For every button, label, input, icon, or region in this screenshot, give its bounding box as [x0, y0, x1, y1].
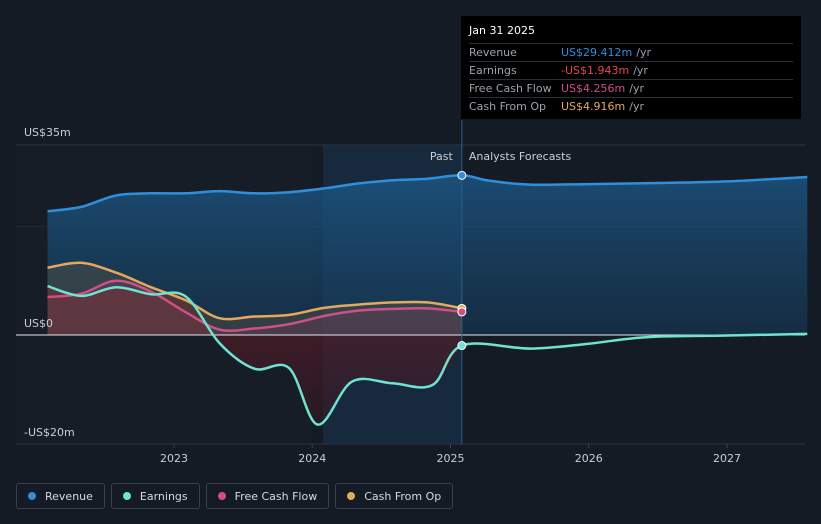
- tooltip-row-earnings: Earnings -US$1.943m /yr: [469, 61, 793, 79]
- y-label-zero: US$0: [24, 317, 53, 330]
- x-tick-label: 2023: [160, 452, 188, 465]
- tooltip-unit: /yr: [636, 46, 651, 59]
- tooltip-label: Cash From Op: [469, 100, 547, 113]
- tooltip-value: -US$1.943m: [561, 64, 630, 77]
- tooltip-date: Jan 31 2025: [469, 24, 535, 37]
- x-tick-label: 2026: [575, 452, 603, 465]
- free-cash-flow-marker: [457, 307, 467, 317]
- legend-swatch: [347, 492, 356, 500]
- x-tick-label: 2025: [437, 452, 465, 465]
- legend-label: Earnings: [139, 489, 188, 503]
- tooltip-value: US$29.412m: [561, 46, 633, 59]
- data-tooltip: Jan 31 2025 Revenue US$29.412m /yr Earni…: [461, 16, 801, 119]
- y-label-bottom: -US$20m: [24, 426, 75, 439]
- legend-item-cash-from-op[interactable]: Cash From Op: [335, 483, 454, 509]
- tooltip-label: Free Cash Flow: [469, 82, 552, 95]
- past-label: Past: [430, 150, 454, 163]
- tooltip-label: Revenue: [469, 46, 517, 59]
- x-tick-label: 2027: [713, 452, 741, 465]
- tooltip-value: US$4.256m: [561, 82, 626, 95]
- cash-from-op-line: [47, 261, 463, 321]
- legend-swatch: [28, 492, 36, 500]
- cash-from-op-area: [47, 262, 462, 335]
- legend-item-free-cash-flow[interactable]: Free Cash Flow: [205, 483, 330, 509]
- legend: Revenue Earnings Free Cash Flow Cash Fro…: [16, 483, 454, 509]
- free-cash-flow-line: [47, 279, 463, 332]
- tooltip-label: Earnings: [469, 64, 517, 77]
- tooltip-unit: /yr: [633, 64, 648, 77]
- legend-item-revenue[interactable]: Revenue: [16, 483, 105, 509]
- tooltip-row-cash-from-op: Cash From Op US$4.916m /yr: [469, 97, 793, 115]
- tooltip-row-revenue: Revenue US$29.412m /yr: [469, 43, 793, 61]
- revenue-line: [47, 174, 808, 213]
- legend-label: Free Cash Flow: [234, 489, 318, 503]
- tooltip-unit: /yr: [629, 82, 644, 95]
- legend-swatch: [122, 492, 131, 500]
- legend-swatch: [217, 492, 226, 500]
- tooltip-row-free-cash-flow: Free Cash Flow US$4.256m /yr: [469, 79, 793, 97]
- legend-label: Revenue: [45, 489, 93, 503]
- earnings-line: [47, 284, 808, 426]
- legend-label: Cash From Op: [364, 489, 442, 503]
- revenue-area: [47, 175, 808, 335]
- y-label-top: US$35m: [24, 126, 71, 139]
- tooltip-unit: /yr: [629, 100, 644, 113]
- x-tick-label: 2024: [298, 452, 326, 465]
- forecast-label: Analysts Forecasts: [469, 150, 572, 163]
- earnings-marker: [457, 341, 467, 351]
- revenue-marker: [457, 170, 467, 180]
- tooltip-value: US$4.916m: [561, 100, 626, 113]
- legend-item-earnings[interactable]: Earnings: [110, 483, 200, 509]
- earnings-area: [47, 286, 462, 425]
- chart: US$35m US$0 -US$20m 2023 2024 2025 2026 2027 Pas…: [16, 120, 808, 465]
